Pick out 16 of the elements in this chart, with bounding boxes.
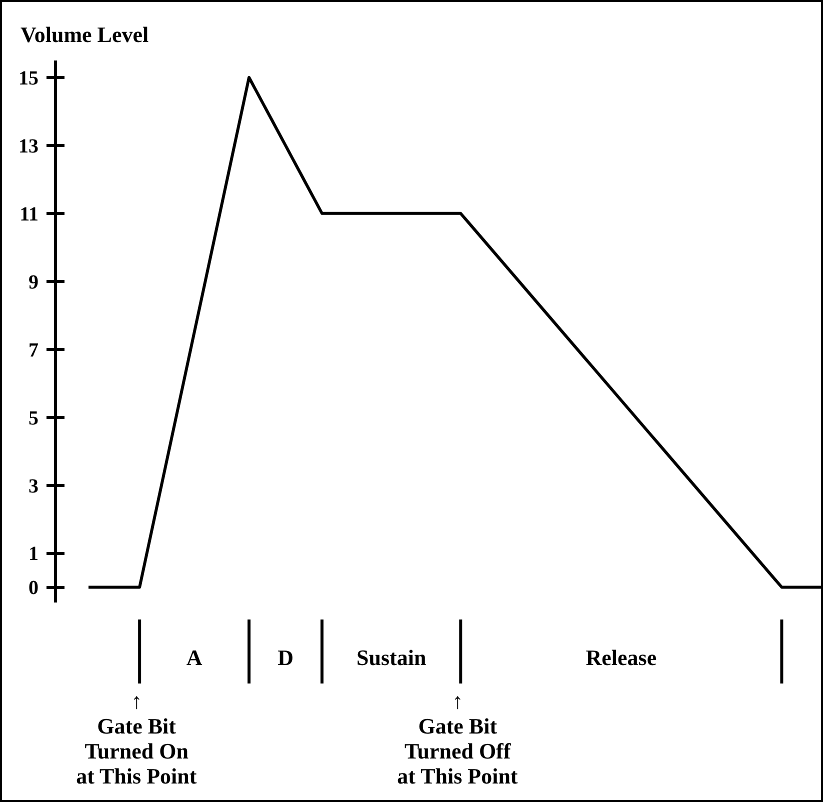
text: ↑ Gate Bit Turned Off at This Point <box>397 688 518 788</box>
y-tick-label: 1 <box>28 543 38 566</box>
y-tick-label: 9 <box>28 271 38 294</box>
y-tick-label: 7 <box>28 339 38 362</box>
y-tick-label: 11 <box>20 203 39 226</box>
y-axis-title: Volume Level <box>20 22 149 47</box>
y-tick-label: 3 <box>28 475 38 498</box>
text: ↑ Gate Bit Turned On at This Point <box>76 688 198 788</box>
text: Release <box>586 645 657 670</box>
text: D <box>278 645 294 670</box>
y-tick-label: 0 <box>28 577 38 600</box>
text: Sustain <box>356 645 426 670</box>
text: A <box>186 645 202 670</box>
y-tick-label: 15 <box>18 67 38 90</box>
y-tick-label: 5 <box>28 407 38 430</box>
y-tick-label: 13 <box>18 135 38 158</box>
